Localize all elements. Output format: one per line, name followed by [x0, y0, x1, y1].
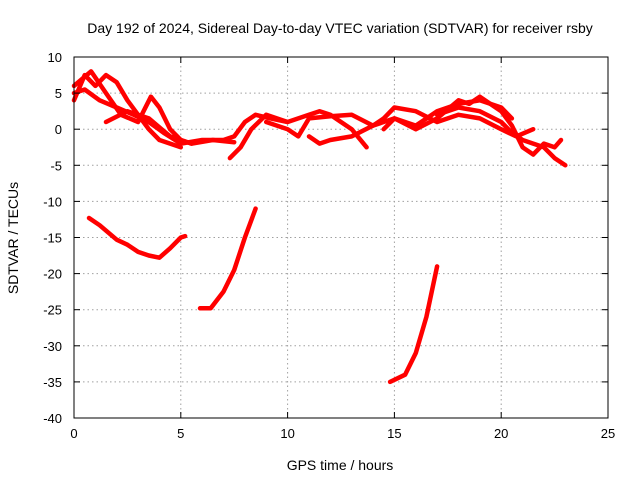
series-line-arc-2 [71, 69, 194, 146]
series-line-arc-4 [103, 108, 237, 146]
x-axis-label: GPS time / hours [287, 457, 394, 473]
series-line-arc-10 [86, 215, 188, 260]
series-line-arc-11 [197, 206, 258, 311]
y-tick-label: -25 [43, 303, 62, 318]
x-tick-label: 10 [280, 426, 294, 441]
y-tick-label: 5 [55, 86, 62, 101]
y-tick-label: 10 [48, 50, 62, 65]
y-tick-label: -40 [43, 411, 62, 426]
series-line-arc-9 [434, 105, 568, 168]
y-tick-label: -30 [43, 339, 62, 354]
series-line-arc-12 [387, 264, 440, 385]
x-tick-label: 25 [601, 426, 615, 441]
series-line-arc-1 [71, 72, 184, 150]
x-tick-label: 0 [70, 426, 77, 441]
series-group [71, 69, 568, 385]
series-line-arc-5 [227, 108, 369, 161]
chart-title: Day 192 of 2024, Sidereal Day-to-day VTE… [87, 20, 593, 36]
x-tick-label: 15 [387, 426, 401, 441]
ticks: 0 5 10 15 20 25 -40 -35 -30 -25 -20 -15 -10 -5 0 5 10 [43, 50, 615, 441]
y-tick-label: 0 [55, 122, 62, 137]
y-tick-label: -10 [43, 194, 62, 209]
grid [74, 57, 608, 418]
y-tick-label: -35 [43, 375, 62, 390]
x-tick-label: 20 [494, 426, 508, 441]
series-line-arc-3 [71, 87, 290, 146]
y-tick-label: -15 [43, 231, 62, 246]
series-line-arc-6 [263, 105, 536, 139]
y-tick-label: -20 [43, 267, 62, 282]
y-tick-label: -5 [50, 158, 62, 173]
y-axis-label: SDTVAR / TECUs [5, 182, 21, 294]
x-tick-label: 5 [177, 426, 184, 441]
